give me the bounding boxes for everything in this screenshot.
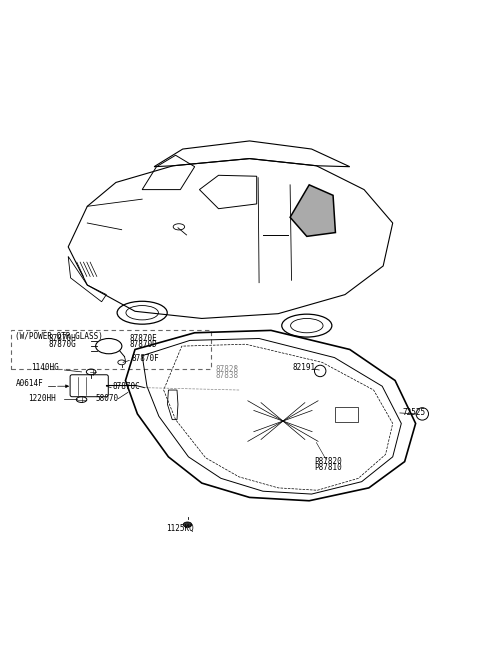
Text: 1125KQ: 1125KQ	[166, 524, 194, 533]
Text: 87870H: 87870H	[48, 335, 76, 343]
Text: P87810: P87810	[314, 463, 342, 472]
Text: 72525: 72525	[402, 408, 425, 417]
Polygon shape	[290, 185, 336, 236]
Text: 87828: 87828	[215, 365, 238, 374]
Text: 82191: 82191	[292, 363, 316, 372]
Text: (W/POWER QTR GLASS): (W/POWER QTR GLASS)	[15, 332, 103, 341]
Ellipse shape	[183, 522, 192, 527]
Text: 87870G: 87870G	[48, 340, 76, 349]
Text: A0614F: A0614F	[16, 379, 44, 388]
Bar	[11, 331, 211, 369]
Text: 1140HG: 1140HG	[31, 363, 59, 372]
Text: 87870F: 87870F	[131, 354, 159, 363]
Text: 58070: 58070	[96, 394, 119, 403]
Text: P87820: P87820	[314, 457, 342, 466]
Text: 87870E: 87870E	[129, 335, 157, 343]
Bar	[336, 407, 359, 422]
Text: 1220HH: 1220HH	[28, 394, 55, 403]
Text: 87870C: 87870C	[112, 382, 140, 391]
Text: 87870D: 87870D	[129, 340, 157, 349]
Text: 87838: 87838	[215, 371, 238, 380]
